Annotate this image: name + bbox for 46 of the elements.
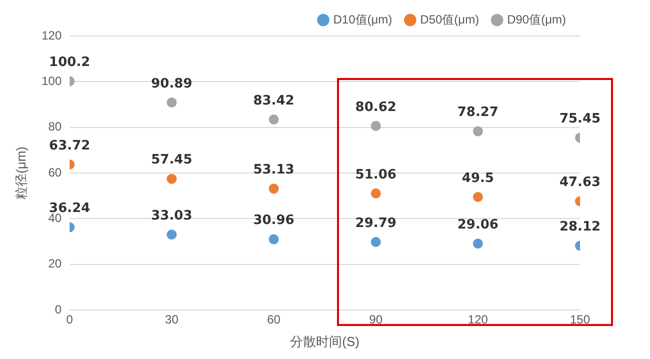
point bbox=[166, 174, 177, 184]
data-label: 78.27 bbox=[457, 105, 498, 120]
y-tick-label: 80 bbox=[48, 120, 62, 134]
legend-label: D90值(μm) bbox=[507, 12, 566, 26]
data-label: 75.45 bbox=[559, 112, 601, 127]
data-label: 90.89 bbox=[151, 76, 192, 92]
x-tick-label: 120 bbox=[468, 312, 488, 327]
x-tick-label: 30 bbox=[165, 312, 179, 327]
x-tick-label: 90 bbox=[369, 312, 383, 327]
point bbox=[166, 230, 177, 240]
data-label: 47.63 bbox=[559, 175, 601, 190]
data-label: 51.06 bbox=[355, 167, 396, 182]
data-label: 80.62 bbox=[355, 100, 396, 115]
data-label: 29.79 bbox=[355, 216, 396, 231]
point bbox=[370, 236, 381, 247]
data-label: 28.12 bbox=[559, 220, 601, 235]
data-label: 29.06 bbox=[457, 218, 498, 233]
data-label: 63.72 bbox=[49, 138, 90, 154]
point bbox=[370, 188, 381, 198]
point bbox=[166, 97, 177, 108]
data-label: 49.5 bbox=[462, 170, 494, 186]
y-tick-label: 120 bbox=[42, 28, 62, 42]
x-tick-label: 0 bbox=[66, 312, 74, 327]
point bbox=[268, 234, 279, 244]
point bbox=[472, 238, 483, 249]
data-label: 57.45 bbox=[151, 152, 192, 168]
point bbox=[268, 184, 279, 194]
point bbox=[268, 114, 279, 125]
y-tick-label: 60 bbox=[48, 165, 62, 180]
y-tick-label: 100 bbox=[42, 74, 62, 88]
point bbox=[472, 192, 483, 202]
y-tick-label: 0 bbox=[54, 302, 62, 316]
x-axis-title: 分散时间(S) bbox=[290, 334, 360, 349]
y-tick-label: 20 bbox=[48, 256, 62, 271]
point bbox=[370, 120, 381, 131]
legend-label: D10值(μm) bbox=[333, 12, 392, 26]
data-label: 83.42 bbox=[253, 93, 294, 108]
y-axis-title: 粒径(μm) bbox=[13, 146, 28, 200]
data-label: 33.03 bbox=[151, 208, 192, 224]
x-tick-label: 150 bbox=[570, 312, 590, 327]
data-label: 100.2 bbox=[49, 55, 90, 70]
data-label: 53.13 bbox=[253, 162, 294, 178]
data-label: 30.96 bbox=[253, 213, 294, 228]
legend-label: D50值(μm) bbox=[420, 12, 480, 26]
x-tick-label: 60 bbox=[267, 312, 281, 327]
point bbox=[472, 126, 483, 136]
